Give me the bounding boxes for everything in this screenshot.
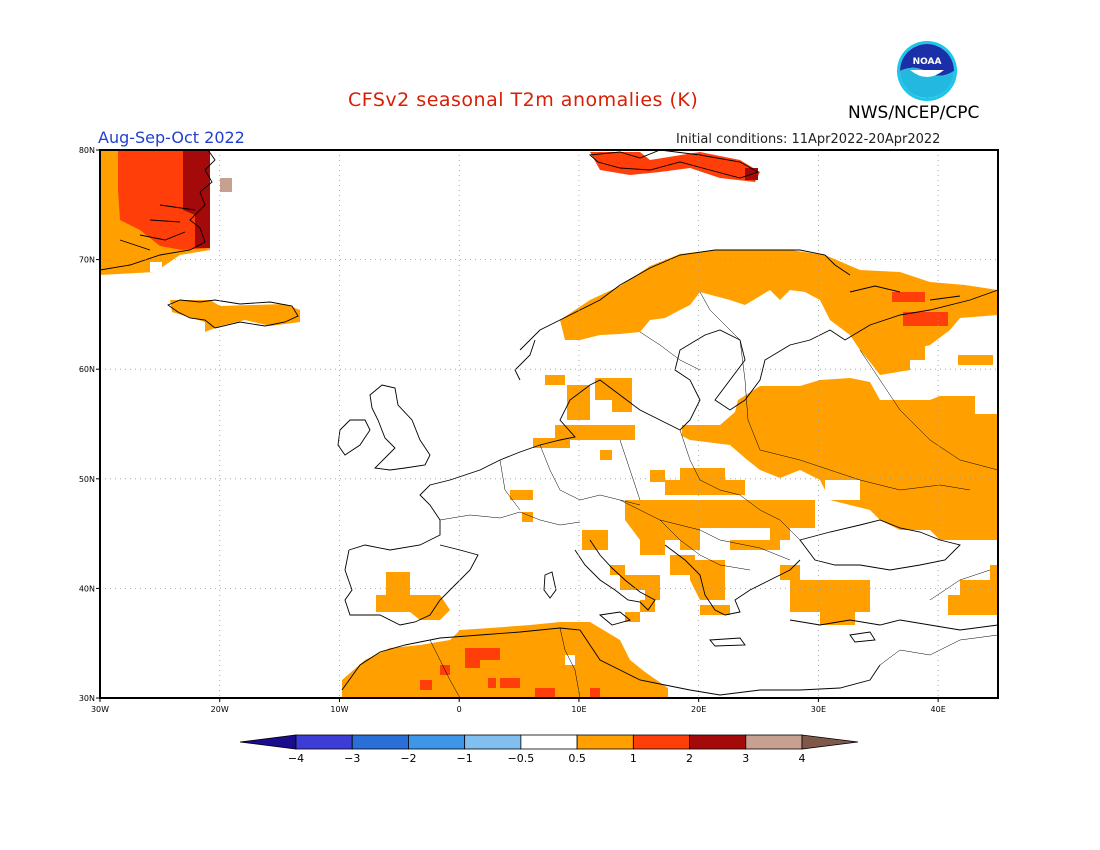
colorbar: −4 −3 −2 −1 −0.5 0.5 1 2 3 4: [239, 734, 859, 765]
lon-tick-label: 30E: [811, 705, 826, 714]
iberia-anomaly: [376, 572, 450, 620]
anomaly-fill-layer: [100, 150, 998, 698]
lon-tick-label: 10E: [571, 705, 586, 714]
colorbar-segment: [745, 734, 803, 750]
colorbar-segment: [520, 734, 578, 750]
lat-tick-label: 50N: [79, 475, 95, 484]
colorbar-tick-label: 4: [799, 752, 806, 765]
agency-label: NWS/NCEP/CPC: [848, 103, 980, 123]
greenland-anomaly-extreme: [183, 150, 210, 248]
initial-conditions-label: Initial conditions: 11Apr2022-20Apr2022: [676, 132, 941, 147]
colorbar-segment: [689, 734, 747, 750]
lon-tick-label: 20E: [691, 705, 706, 714]
scandinavia-anomaly: [560, 250, 998, 375]
lat-tick-label: 70N: [79, 256, 95, 265]
map-frame: [99, 149, 999, 699]
map-title: CFSv2 seasonal T2m anomalies (K): [348, 89, 699, 111]
lon-tick-label: 30W: [91, 705, 109, 714]
colorbar-tick-label: −2: [400, 752, 416, 765]
svalbard-anomaly: [590, 152, 760, 182]
colorbar-segment: [576, 734, 634, 750]
lon-tick-label: 20W: [211, 705, 229, 714]
colorbar-arrow-high: [801, 734, 859, 750]
colorbar-segment: [632, 734, 690, 750]
colorbar-tick-label: −1: [457, 752, 473, 765]
lat-tick-label: 60N: [79, 365, 95, 374]
lon-tick-label: 0: [457, 705, 462, 714]
lon-tick-label: 40E: [931, 705, 946, 714]
lat-tick-label: 80N: [79, 146, 95, 155]
north-africa-anomaly: [342, 622, 668, 698]
colorbar-arrow-low: [239, 734, 297, 750]
svg-text:NOAA: NOAA: [913, 57, 942, 67]
eastern-europe-anomaly: [682, 378, 998, 540]
colorbar-tick-label: −3: [344, 752, 360, 765]
colorbar-tick-label: 0.5: [568, 752, 586, 765]
noaa-logo-icon: NOAA: [897, 41, 957, 101]
season-label: Aug-Sep-Oct 2022: [98, 128, 245, 147]
colorbar-tick-label: 1: [630, 752, 637, 765]
colorbar-tick-label: −0.5: [508, 752, 535, 765]
colorbar-segment: [295, 734, 353, 750]
colorbar-tick-label: 3: [742, 752, 749, 765]
colorbar-segment: [408, 734, 466, 750]
colorbar-segment: [464, 734, 522, 750]
map-axes: 30W 20W 10W 0 10E 20E 30E 40E 30N 40N 50N 60N 70N 80N: [79, 146, 946, 714]
lon-tick-label: 10W: [330, 705, 348, 714]
country-borders: [429, 291, 999, 699]
colorbar-tick-label: −4: [288, 752, 304, 765]
coastlines: [99, 149, 999, 696]
colorbar-segment: [351, 734, 409, 750]
colorbar-tick-label: 2: [686, 752, 693, 765]
lat-tick-label: 30N: [79, 694, 95, 703]
iceland-anomaly: [170, 300, 300, 332]
lat-tick-label: 40N: [79, 584, 95, 593]
greenland-anomaly-pale: [220, 178, 232, 192]
